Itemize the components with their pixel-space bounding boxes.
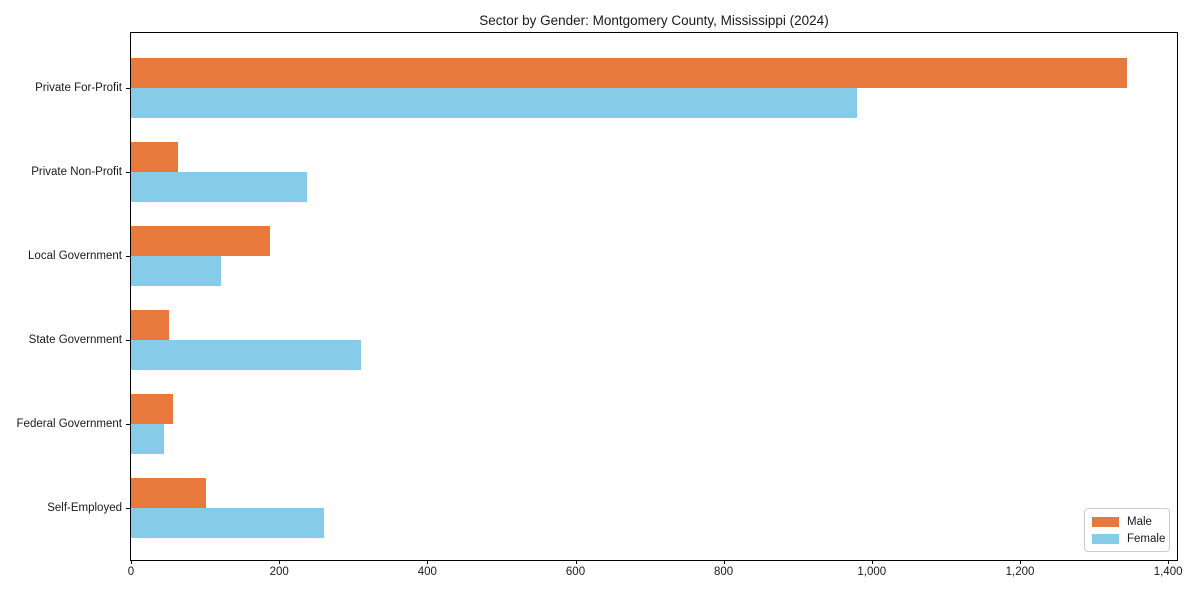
y-tick-mark xyxy=(126,508,130,509)
x-tick-mark xyxy=(871,560,873,564)
y-tick-label-federal-government: Federal Government xyxy=(16,418,122,430)
y-tick-label-local-government: Local Government xyxy=(28,250,122,262)
x-tick-label-800: 800 xyxy=(714,566,734,578)
male-series-swatch xyxy=(1092,517,1119,527)
x-tick-mark xyxy=(131,560,132,564)
x-tick-label-400: 400 xyxy=(417,566,437,578)
chart-title: Sector by Gender: Montgomery County, Mis… xyxy=(479,13,829,28)
legend-entry-female: Female xyxy=(1092,532,1166,546)
x-tick-label-1000: 1,000 xyxy=(857,566,887,578)
bar-male-private-non-profit xyxy=(131,142,178,172)
legend-entry-male: Male xyxy=(1092,515,1162,529)
y-tick-mark xyxy=(126,256,130,257)
bar-female-local-government xyxy=(131,256,221,286)
y-tick-label-private-for-profit: Private For-Profit xyxy=(35,82,122,94)
bar-female-federal-government xyxy=(131,424,165,454)
x-tick-mark xyxy=(723,560,725,564)
x-tick-mark xyxy=(1020,560,1021,564)
female-series-swatch xyxy=(1092,534,1119,544)
bar-female-self-employed xyxy=(131,508,324,538)
y-tick-mark xyxy=(126,340,130,341)
x-tick-mark xyxy=(279,560,281,564)
bar-male-federal-government xyxy=(131,394,173,424)
y-tick-mark xyxy=(126,172,130,173)
legend: Male Female xyxy=(1084,508,1170,552)
y-tick-label-private-non-profit: Private Non-Profit xyxy=(31,166,122,178)
plot-area xyxy=(130,32,1178,561)
bar-male-private-for-profit xyxy=(131,58,1128,88)
y-tick-mark xyxy=(126,424,130,425)
y-tick-label-state-government: State Government xyxy=(28,334,122,346)
bar-male-state-government xyxy=(131,310,169,340)
y-tick-mark xyxy=(126,88,130,89)
legend-label-female: Female xyxy=(1127,533,1166,545)
bar-female-private-non-profit xyxy=(131,172,307,202)
bar-female-private-for-profit xyxy=(131,88,857,118)
plot-inner xyxy=(131,33,1177,560)
x-tick-mark xyxy=(1168,560,1170,564)
legend-label-male: Male xyxy=(1127,516,1152,528)
x-tick-label-1400: 1,400 xyxy=(1153,566,1183,578)
x-tick-label-200: 200 xyxy=(269,566,289,578)
x-tick-label-0: 0 xyxy=(127,566,135,578)
y-tick-label-self-employed: Self-Employed xyxy=(47,502,122,514)
x-tick-mark xyxy=(427,560,429,564)
bar-female-state-government xyxy=(131,340,362,370)
x-tick-label-600: 600 xyxy=(565,566,586,578)
x-tick-label-1200: 1,200 xyxy=(1005,566,1035,578)
bar-male-self-employed xyxy=(131,478,206,508)
x-tick-mark xyxy=(575,560,577,564)
bar-male-local-government xyxy=(131,226,270,256)
